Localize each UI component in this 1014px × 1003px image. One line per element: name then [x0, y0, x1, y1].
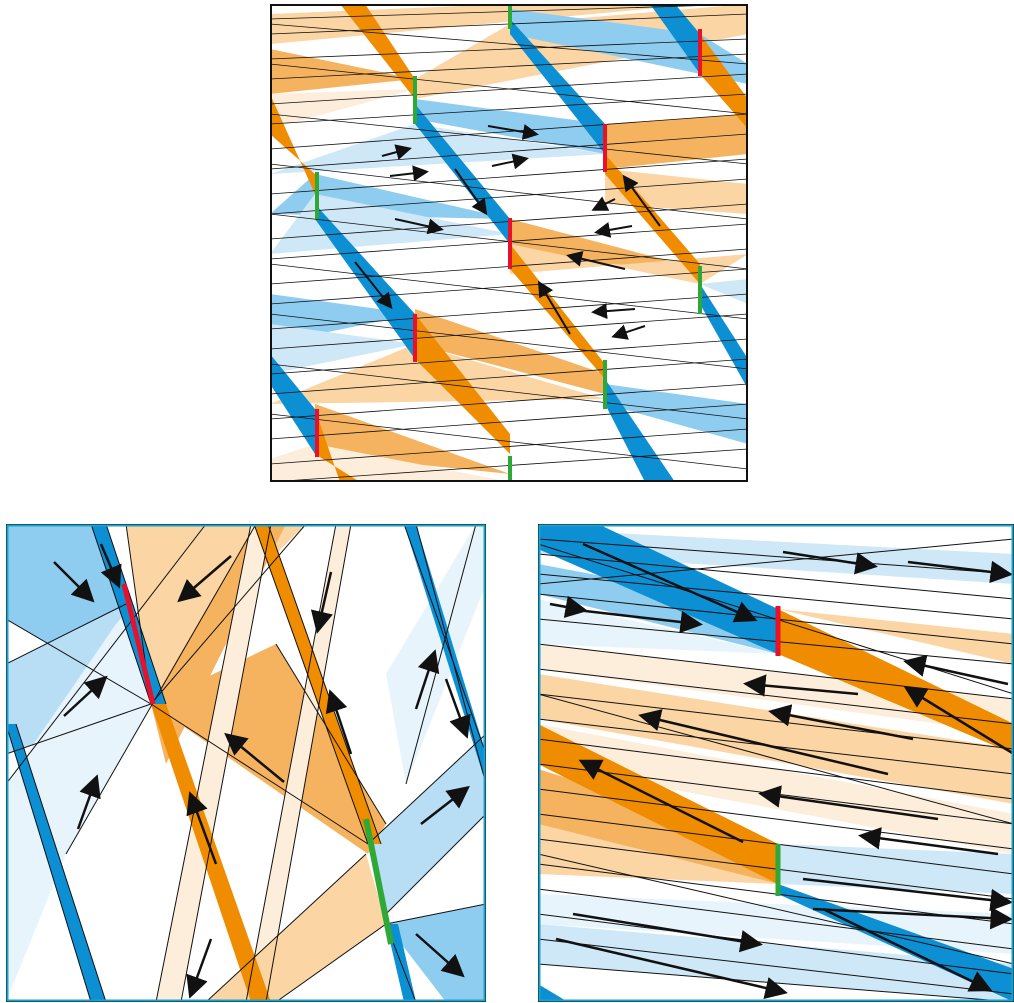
overview-frame [270, 4, 748, 482]
zoom-left-frame [6, 524, 486, 1002]
zoom-left-panel [6, 524, 486, 1002]
zoom-left-green-seam [363, 818, 394, 945]
zoom-right-arrows [549, 542, 1014, 999]
overview-panel [270, 4, 748, 482]
zoom-right-frame [538, 524, 1014, 1002]
zoom-left-red-seam [121, 583, 156, 705]
zoom-left-arrows [53, 543, 471, 999]
zoom-right-diagram [538, 524, 1014, 1002]
zoom-right-panel [538, 524, 1014, 1002]
zoom-left-mesh [6, 524, 486, 1002]
overview-diagram [270, 4, 748, 482]
overview-arrows [354, 124, 661, 340]
overview-seams [315, 4, 702, 482]
zoom-left-diagram [6, 524, 486, 1002]
